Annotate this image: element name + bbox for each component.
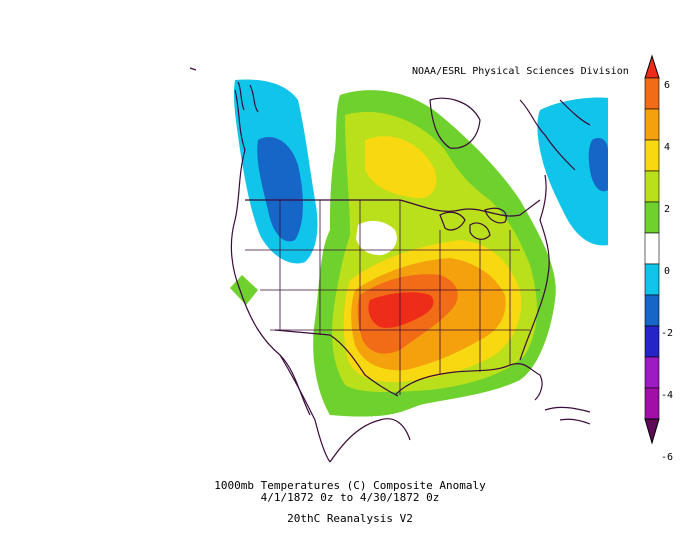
colorbar-segment <box>644 77 660 110</box>
colorbar-segment <box>644 170 660 203</box>
source-credit: NOAA/ESRL Physical Sciences Division <box>412 66 629 77</box>
colorbar-segment <box>644 108 660 141</box>
colorbar-bottom-arrow <box>644 418 660 445</box>
coastline-mexico <box>279 354 411 463</box>
colorbar-segment <box>644 387 660 420</box>
colorbar-segment <box>644 356 660 389</box>
coastline-gulf <box>394 363 543 401</box>
colorbar-tick-label: 2 <box>664 204 671 215</box>
caribbean-islands <box>544 406 591 425</box>
anomaly-contour-m1-m2-east <box>537 97 608 246</box>
colorbar-tick-label: 6 <box>664 80 671 91</box>
colorbar-segment <box>644 325 660 358</box>
anomaly-contour-m2-m3-east <box>588 138 608 192</box>
anomaly-contour-m2-m3-west <box>257 137 303 242</box>
colorbar <box>644 54 660 445</box>
anomaly-contour-3-4 <box>365 136 437 199</box>
coastline-atlantic <box>519 174 550 361</box>
colorbar-tick-label: -2 <box>661 328 674 339</box>
anomaly-zero-hole <box>356 220 397 256</box>
border-canada-us <box>245 199 541 217</box>
state-lines <box>245 200 540 395</box>
colorbar-segment <box>644 139 660 172</box>
colorbar-segment <box>644 263 660 296</box>
map-outlines <box>189 67 591 463</box>
caption-line-3: 20thC Reanalysis V2 <box>287 512 413 525</box>
coastline-northwest <box>189 67 259 113</box>
colorbar-tick-label: -4 <box>661 390 674 401</box>
coastline-northeast <box>519 99 591 171</box>
colorbar-segment <box>644 232 660 265</box>
hudson-bay <box>429 97 481 149</box>
coastline-west <box>230 89 331 463</box>
colorbar-tick-label: -6 <box>661 452 674 463</box>
border-mexico-us <box>274 329 399 397</box>
caption-line-1: 1000mb Temperatures (C) Composite Anomal… <box>214 479 486 492</box>
great-lakes <box>439 207 507 240</box>
colorbar-segment <box>644 294 660 327</box>
colorbar-tick-label: 4 <box>664 142 671 153</box>
caption-line-2: 4/1/1872 0z to 4/30/1872 0z <box>260 491 440 504</box>
colorbar-top-arrow <box>644 54 660 79</box>
colorbar-tick-label: 0 <box>664 266 671 277</box>
colorbar-segment <box>644 201 660 234</box>
anomaly-field <box>230 79 608 417</box>
anomaly-contour-gt6 <box>368 292 434 328</box>
